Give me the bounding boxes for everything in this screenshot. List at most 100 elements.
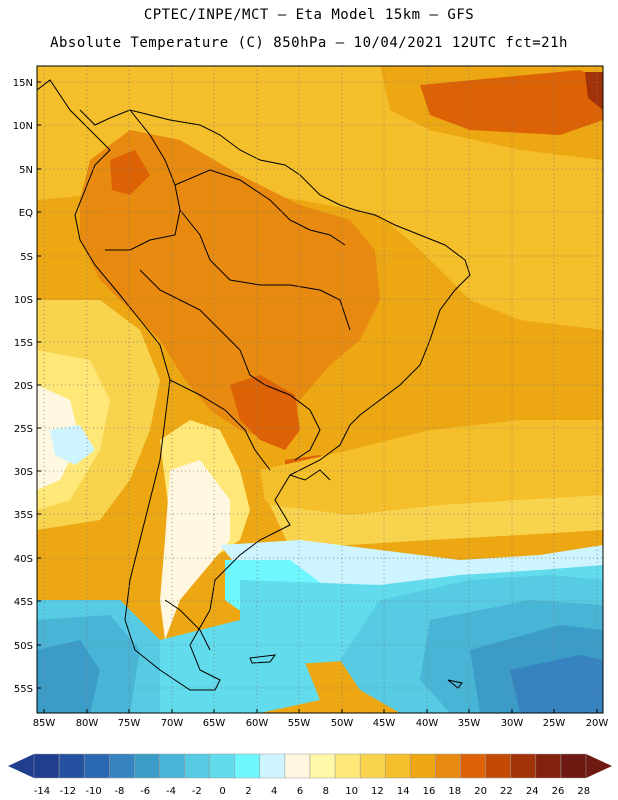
colorbar-max-arrow [586,754,612,778]
map-title: CPTEC/INPE/MCT – Eta Model 15km – GFS [143,7,475,23]
colorbar-tick-label: -8 [114,786,124,797]
zone-minus6-east [510,655,603,713]
colorbar-tick-label: 2 [245,786,251,797]
peru-bolivia-border [139,269,266,386]
lon-label: 75W [118,718,141,729]
colorbar-cell [58,753,85,779]
lon-label: 80W [76,718,99,729]
temperature-field [37,66,603,713]
colorbar-tick-label: 16 [423,786,436,797]
lat-label: 20S [14,381,33,392]
colorbar-tick-label: -10 [85,786,101,797]
colorbar-cell [535,753,562,779]
lat-label: 55S [14,684,33,695]
colorbar-cell [334,753,361,779]
chile-argentina-border [169,379,271,471]
colorbar-tick-label: -2 [192,786,202,797]
lon-label: 25W [543,718,566,729]
zone-24-caribbean [585,72,603,110]
lat-label: 10S [14,295,33,306]
zone-minus4-pacific [37,640,100,713]
colorbar-tick-label: -4 [166,786,176,797]
coastlines-and-borders [37,79,471,691]
uruguay-border [289,469,331,481]
colorbar-tick-label: 26 [552,786,565,797]
colorbar-cell [284,753,311,779]
colorbar-tick-label: 10 [345,786,358,797]
zone-6-pacific [50,425,95,465]
lat-label: 45S [14,597,33,608]
colorbar-cell [435,753,461,779]
colorbar-tick-label: -6 [140,786,150,797]
colorbar-cell [309,753,336,779]
zone-22-caribbean [420,70,603,135]
colorbar-cell [234,753,261,779]
zone-14-south-atlantic [270,495,603,548]
colorbar-tick-label: -14 [34,786,50,797]
colorbar-cell [385,753,411,779]
south-georgia [447,679,463,689]
zone-16-south-atlantic [260,420,603,525]
patagonia-border [164,599,211,651]
colorbar-cell [410,753,436,779]
lon-label: 50W [331,718,354,729]
zone-22-colombia [110,150,150,195]
latitude-axis: 15N 10N 5N EQ 5S 10S 15S 20S 25S 30S 35S… [13,78,41,695]
lon-label: 45W [373,718,396,729]
colorbar-tick-label: 28 [577,786,590,797]
zone-22-paraguay [230,375,300,450]
colorbar-cell [159,753,185,779]
lat-label: 35S [14,510,33,521]
colorbar-tick-label: 8 [323,786,329,797]
lon-label: 60W [246,718,269,729]
zone-20-continent [80,130,380,440]
brazil-north-border [179,209,351,331]
lat-label: 15N [13,78,33,89]
colorbar-cell [109,753,135,779]
south-america-coastline [37,79,471,691]
lat-label: 10N [13,121,33,132]
colorbar-tick-label: -12 [60,786,76,797]
lon-label: 70W [161,718,184,729]
colorbar-cell [460,753,486,779]
colorbar-cell [184,753,210,779]
lat-label: 5N [19,165,33,176]
colorbar-tick-label: 18 [448,786,461,797]
colorbar-tick-label: 14 [397,786,410,797]
lon-label: 85W [33,718,56,729]
lat-label: EQ [19,208,33,219]
lon-label: 30W [501,718,524,729]
colorbar-cell [485,753,511,779]
zone-8-patagonia [160,460,230,640]
lat-label: 5S [20,252,33,263]
lon-label: 40W [416,718,439,729]
lon-label: 65W [203,718,226,729]
colorbar-tick-label: 20 [474,786,487,797]
colorbar-tick-label: 4 [271,786,277,797]
lon-label: 55W [288,718,311,729]
colorbar-cell [33,753,60,779]
paraguay-border [264,384,321,461]
colorbar-cell [209,753,235,779]
longitude-axis: 85W 80W 75W 70W 65W 60W 55W 50W 45W 40W … [33,709,609,729]
colorbar-cell [359,753,386,779]
venezuela-border [174,169,346,246]
lat-label: 15S [14,338,33,349]
colorbar-cell [134,753,160,779]
colorbar-cell [259,753,286,779]
colorbar-tick-label: 12 [371,786,384,797]
colorbar: -14 -12 -10 -8 -6 -4 -2 0 2 4 6 8 10 12 … [8,753,612,797]
map-subtitle: Absolute Temperature (C) 850hPa – 10/04/… [50,35,568,51]
colorbar-tick-label: 22 [500,786,513,797]
colorbar-tick-label: 24 [526,786,539,797]
lon-label: 35W [458,718,481,729]
colorbar-cell [510,753,537,779]
lat-label: 25S [14,424,33,435]
lat-label: 50S [14,641,33,652]
lon-label: 20W [586,718,609,729]
colorbar-tick-label: 6 [297,786,303,797]
lat-label: 40S [14,554,33,565]
colorbar-tick-label: 0 [219,786,225,797]
lat-label: 30S [14,467,33,478]
